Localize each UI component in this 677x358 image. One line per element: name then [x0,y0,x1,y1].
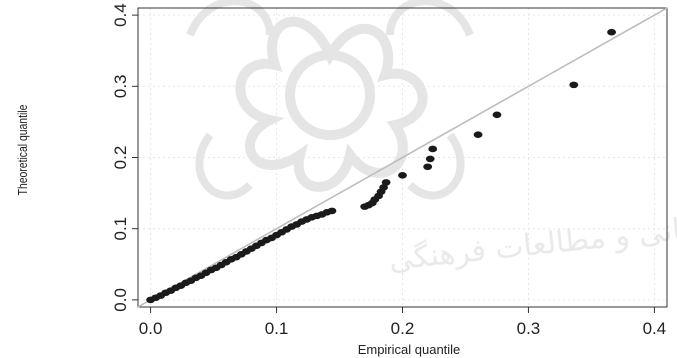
x-tick-label-0: 0.0 [139,319,163,338]
data-point-46 [423,163,433,171]
data-point-47 [425,155,435,163]
data-point-49 [473,131,483,139]
y-tick-label-3: 0.3 [111,74,130,98]
data-point-43 [379,184,389,191]
x-tick-label-2: 0.2 [391,319,415,338]
svg-text:ﭘﮋﻭﻫﺸﮕﺎﻩ ﻋﻠﻮﻡ ﺍﻧﺴﺎﻧﯽ ﻭ ﻣﻄﺎﻟﻌﺎﺕ: ﭘﮋﻭﻫﺸﮕﺎﻩ ﻋﻠﻮﻡ ﺍﻧﺴﺎﻧﯽ ﻭ ﻣﻄﺎﻟﻌﺎﺕ ﻓﺮﻫﻨﮕﯽ [387,187,677,278]
y-axis-ticks: 0.0 0.1 0.2 0.3 0.4 [111,3,138,312]
data-point-50 [492,111,502,119]
data-point-36 [327,207,337,215]
data-point-45 [398,171,407,179]
data-point-52 [607,28,616,36]
data-point-51 [569,81,579,89]
data-points [146,28,616,304]
x-axis-title: Empirical quantile [358,342,461,357]
x-axis-ticks: 0.0 0.1 0.2 0.3 0.4 [139,307,666,338]
x-tick-label-3: 0.3 [517,319,541,338]
data-point-44 [381,179,391,186]
y-tick-label-1: 0.1 [111,217,130,241]
y-tick-label-2: 0.2 [111,146,130,170]
grid-lines [138,8,667,307]
data-point-48 [428,145,438,153]
x-tick-label-4: 0.4 [643,319,667,338]
y-axis-title: Theoretical quantile [16,104,30,195]
identity-reference-line [137,7,668,308]
x-tick-label-1: 0.1 [265,319,289,338]
y-tick-label-4: 0.4 [111,3,130,27]
y-tick-label-0: 0.0 [111,288,130,312]
